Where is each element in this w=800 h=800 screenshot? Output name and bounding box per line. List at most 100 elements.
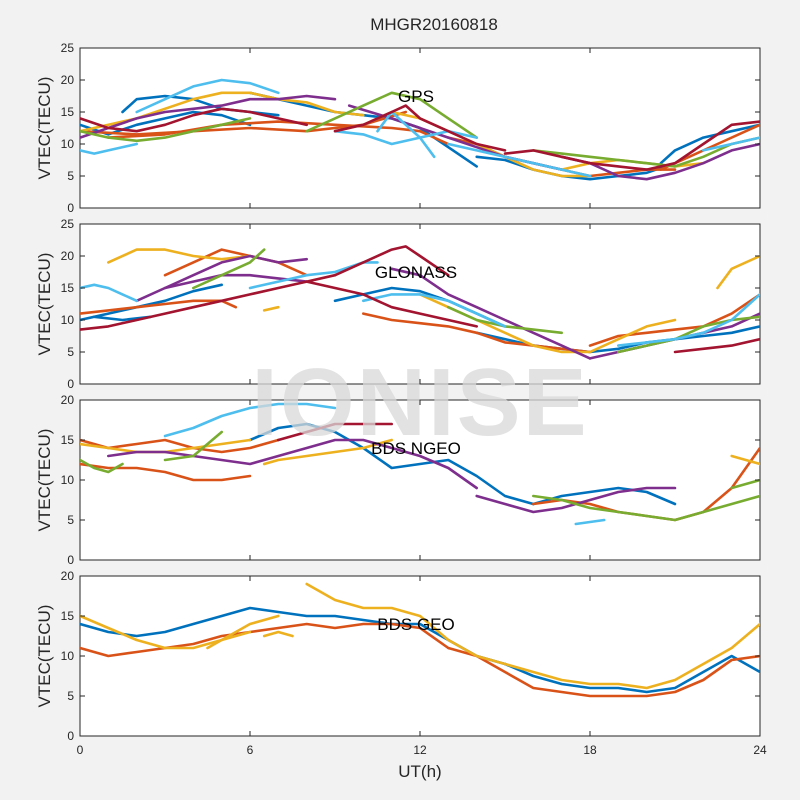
panel-1-series	[80, 78, 760, 181]
panel-2-axes	[79, 223, 761, 385]
x-tick-label: 6	[247, 743, 254, 757]
series-line-3-16	[574, 518, 606, 526]
series-line-1-17	[305, 91, 479, 139]
series-line-1-22	[376, 110, 436, 159]
series-line-2-20	[80, 283, 138, 303]
series-line-1-18	[531, 136, 760, 168]
series-line-4-3	[80, 622, 450, 658]
series-line-2-9	[107, 248, 252, 264]
series-line-1-15	[560, 142, 760, 181]
panel-4-axes	[79, 575, 761, 737]
y-axis-label-2: VTEC(TECU)	[35, 253, 54, 356]
series-line-2-22	[361, 293, 507, 328]
y-tick-label: 10	[61, 137, 75, 151]
y-axis-label-3: VTEC(TECU)	[35, 429, 54, 532]
y-tick-label: 10	[61, 473, 75, 487]
series-line-2-7	[361, 312, 592, 354]
y-tick-label: 15	[61, 281, 75, 295]
series-line-2-15	[390, 267, 592, 360]
series-line-3-8	[730, 454, 760, 466]
panel-2: 0 5 10 15 20 25 VTEC(TECU) GLONASS	[35, 217, 761, 391]
series-line-1-27	[503, 120, 760, 171]
panel-3: 0 5 10 15 20 VTEC(TECU) BDS NGEO	[35, 393, 761, 567]
y-tick-label: 20	[61, 73, 75, 87]
series-line-4-6	[206, 630, 252, 650]
y-axis-label-4: VTEC(TECU)	[35, 605, 54, 708]
panel-4: 0 5 10 15 20 0 6 12 18 24 VTEC(TECU) BDS GEO	[35, 569, 767, 757]
y-tick-label: 10	[61, 313, 75, 327]
series-line-1-25	[80, 107, 309, 133]
series-line-3-3	[80, 438, 280, 454]
x-tick-label: 18	[583, 743, 597, 757]
y-tick-label: 15	[61, 105, 75, 119]
series-line-3-4	[80, 462, 252, 482]
series-line-1-1	[80, 110, 252, 136]
y-tick-label: 5	[67, 513, 74, 527]
panel-3-series	[80, 402, 760, 526]
y-tick-label: 0	[67, 377, 74, 391]
series-line-1-20	[135, 78, 280, 114]
series-line-1-4	[475, 155, 677, 181]
panel-label-4: BDS GEO	[377, 615, 454, 634]
y-tick-label: 20	[61, 569, 75, 583]
series-line-2-19	[616, 315, 760, 354]
y-tick-label: 15	[61, 609, 75, 623]
x-tick-label: 24	[753, 743, 767, 757]
panel-2-series	[80, 245, 760, 360]
series-line-3-14	[730, 478, 760, 490]
series-line-1-13	[80, 94, 337, 139]
series-line-4-4	[446, 646, 760, 698]
series-line-3-1	[248, 422, 535, 506]
panel-label-3: BDS NGEO	[371, 439, 461, 458]
y-tick-label: 0	[67, 201, 74, 215]
y-tick-label: 5	[67, 345, 74, 359]
series-line-3-17	[276, 422, 394, 442]
series-line-4-7	[305, 582, 760, 690]
ionise-watermark: IONISE	[251, 349, 588, 456]
series-line-2-25	[333, 245, 450, 277]
series-line-4-8	[262, 630, 294, 638]
series-line-3-12	[163, 430, 223, 462]
series-line-2-26	[305, 280, 479, 328]
series-line-2-10	[262, 305, 280, 312]
y-tick-label: 15	[61, 433, 75, 447]
series-line-3-13	[531, 494, 760, 522]
x-axis-label: UT(h)	[398, 762, 441, 781]
series-line-3-2	[531, 486, 677, 506]
y-tick-label: 0	[67, 729, 74, 743]
y-tick-label: 5	[67, 689, 74, 703]
series-line-1-7	[107, 120, 450, 146]
y-axis-label-1: VTEC(TECU)	[35, 77, 54, 180]
y-tick-label: 25	[61, 41, 75, 55]
series-line-1-10	[80, 91, 365, 133]
series-line-2-12	[716, 254, 760, 290]
series-line-1-19	[80, 142, 138, 155]
series-line-2-14	[163, 273, 309, 290]
y-tick-label: 20	[61, 393, 75, 407]
series-line-1-26	[333, 104, 507, 152]
series-line-2-8	[588, 293, 760, 347]
series-line-1-24	[701, 136, 760, 152]
series-line-1-16	[80, 117, 252, 143]
panels: 0 5 10 15 20 25 VTEC(TECU) GPS 0 5 10 15 20 25 VTEC(TE…	[35, 41, 767, 757]
series-line-2-6	[163, 248, 309, 277]
series-line-1-5	[659, 123, 760, 165]
series-line-3-15	[163, 402, 337, 438]
series-line-3-7	[262, 438, 394, 466]
series-line-4-1	[80, 606, 507, 666]
y-tick-label: 25	[61, 217, 75, 231]
series-line-4-2	[503, 654, 760, 694]
series-line-2-1	[80, 283, 223, 322]
series-line-3-11	[80, 458, 124, 474]
y-tick-label: 20	[61, 249, 75, 263]
series-line-2-27	[673, 337, 760, 354]
panel-label-2: GLONASS	[375, 263, 457, 282]
y-tick-label: 10	[61, 649, 75, 663]
series-line-1-23	[446, 142, 592, 178]
panel-label-1: GPS	[398, 87, 434, 106]
chart-title: MHGR20160818	[370, 15, 498, 34]
series-line-3-9	[107, 438, 479, 490]
x-tick-label: 12	[413, 743, 427, 757]
series-line-2-23	[616, 293, 760, 347]
